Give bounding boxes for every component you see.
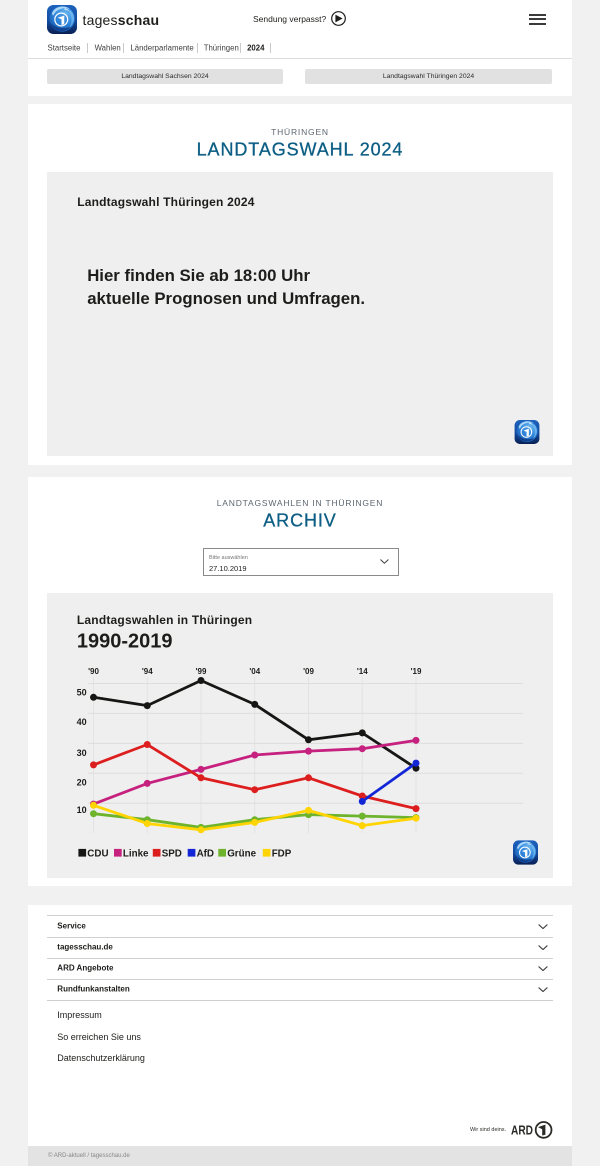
svg-text:'99: '99 xyxy=(196,667,207,676)
svg-text:AfD: AfD xyxy=(197,848,214,859)
svg-text:50: 50 xyxy=(77,687,87,697)
svg-text:Grüne: Grüne xyxy=(227,848,256,859)
svg-text:'09: '09 xyxy=(303,667,314,676)
svg-text:SPD: SPD xyxy=(162,848,182,859)
svg-text:20: 20 xyxy=(77,777,87,787)
svg-text:'94: '94 xyxy=(142,667,153,676)
svg-text:40: 40 xyxy=(77,717,87,727)
svg-text:FDP: FDP xyxy=(272,848,292,859)
svg-text:'19: '19 xyxy=(411,667,422,676)
svg-text:'04: '04 xyxy=(249,667,260,676)
svg-text:30: 30 xyxy=(77,748,87,758)
svg-text:'14: '14 xyxy=(357,667,368,676)
svg-text:Linke: Linke xyxy=(123,848,149,859)
svg-text:10: 10 xyxy=(77,805,87,815)
svg-text:'90: '90 xyxy=(88,667,99,676)
svg-text:CDU: CDU xyxy=(87,848,108,859)
